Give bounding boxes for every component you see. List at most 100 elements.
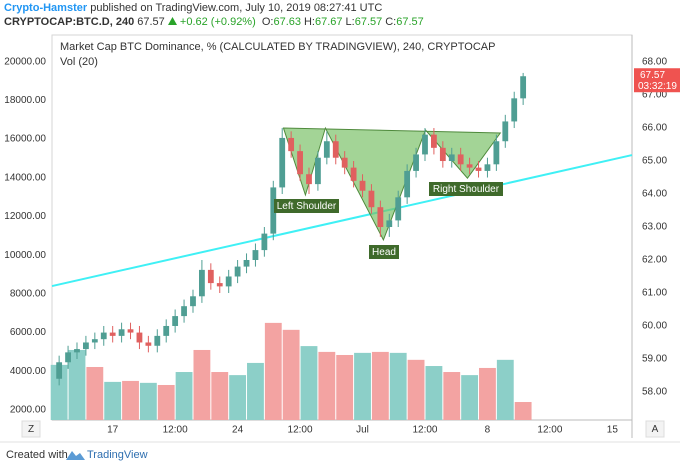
candle-body bbox=[422, 134, 428, 155]
candle-body bbox=[395, 197, 402, 221]
annotation: Head bbox=[372, 247, 396, 258]
x-tick-label: 12:00 bbox=[288, 425, 313, 436]
candle-body bbox=[466, 164, 473, 168]
volume-bar bbox=[264, 322, 282, 420]
y-tick-label: 10000.00 bbox=[4, 250, 46, 261]
y2-tick-label: 68.00 bbox=[642, 57, 667, 68]
volume-bar bbox=[496, 359, 514, 420]
candle-body bbox=[261, 233, 268, 251]
y2-tick-label: 62.00 bbox=[642, 255, 667, 266]
ohlc-value: 67.67 bbox=[314, 16, 343, 28]
candle-body bbox=[199, 269, 205, 297]
candle-body bbox=[332, 141, 339, 158]
header-line: Crypto-Hamster published on TradingView.… bbox=[4, 2, 382, 14]
y2-tick-label: 58.00 bbox=[642, 387, 667, 398]
candle-body bbox=[475, 167, 482, 171]
y-tick-label: 20000.00 bbox=[4, 56, 46, 67]
candle-body bbox=[190, 296, 196, 307]
candle-body bbox=[431, 134, 437, 148]
volume-bar bbox=[371, 351, 389, 420]
volume-bar bbox=[336, 354, 354, 420]
axis-button-label[interactable]: Z bbox=[28, 424, 34, 435]
tv-logo bbox=[66, 451, 85, 460]
volume-bar bbox=[247, 362, 264, 420]
candle-body bbox=[207, 269, 214, 284]
candle-body bbox=[439, 147, 446, 162]
price-tag-box bbox=[634, 68, 680, 93]
candle-body bbox=[502, 121, 509, 142]
x-tick-label: 12:00 bbox=[412, 425, 437, 436]
y-tick-label: 18000.00 bbox=[4, 95, 46, 106]
ohlc-label: C: bbox=[385, 16, 397, 28]
volume-bar bbox=[425, 366, 443, 420]
volume-bar bbox=[211, 372, 229, 420]
volume-bar bbox=[139, 382, 157, 420]
symbol-line: CRYPTOCAP:BTC.D, 240 67.57 +0.62 (+0.92%… bbox=[4, 16, 424, 28]
y-tick-label: 8000.00 bbox=[10, 288, 47, 299]
last: 67.57 bbox=[137, 16, 165, 28]
candle-body bbox=[74, 349, 80, 353]
candle-body bbox=[279, 137, 286, 188]
volume-bar bbox=[514, 402, 532, 420]
footer-text: Created with bbox=[6, 449, 68, 461]
y2-tick-label: 59.00 bbox=[642, 354, 667, 365]
candle-body bbox=[225, 276, 232, 287]
published: published on TradingView.com, July 10, 2… bbox=[90, 2, 383, 14]
change: +0.62 (+0.92%) bbox=[179, 16, 256, 28]
candle-body bbox=[252, 250, 259, 260]
candle-body bbox=[457, 154, 464, 165]
y2-tick-label: 63.00 bbox=[642, 222, 667, 233]
candle-body bbox=[297, 151, 303, 175]
candle-body bbox=[270, 187, 277, 234]
footer-brand[interactable]: TradingView bbox=[87, 449, 148, 461]
volume-bar bbox=[122, 380, 139, 420]
ohlc-label: H: bbox=[303, 16, 315, 28]
y-tick-label: 16000.00 bbox=[4, 134, 46, 145]
candle-body bbox=[413, 154, 419, 171]
candle-body bbox=[377, 207, 384, 228]
candle-body bbox=[172, 316, 179, 326]
candle-body bbox=[359, 180, 366, 191]
candle-body bbox=[493, 141, 500, 165]
x-tick-label: 15 bbox=[607, 425, 619, 436]
volume-bar bbox=[461, 375, 479, 420]
volume-bar bbox=[443, 372, 461, 420]
price-tag: 67.57 bbox=[640, 70, 665, 81]
up-arrow bbox=[167, 17, 177, 25]
volume-bar bbox=[354, 352, 371, 420]
y2-tick-label: 67.00 bbox=[642, 90, 667, 101]
y2-tick-label: 60.00 bbox=[642, 321, 667, 332]
candle-body bbox=[243, 259, 250, 267]
y2-tick-label: 61.00 bbox=[642, 288, 667, 299]
candle-body bbox=[181, 306, 187, 317]
axis-button[interactable] bbox=[645, 420, 665, 438]
candle-body bbox=[448, 154, 455, 162]
volume-bar bbox=[282, 329, 300, 420]
volume-bar bbox=[229, 375, 247, 420]
candle-body bbox=[163, 325, 170, 336]
candle-body bbox=[404, 170, 411, 198]
annotation-box bbox=[429, 182, 503, 196]
candle-body bbox=[484, 164, 491, 171]
annotation-box bbox=[369, 245, 399, 259]
x-tick-label: 12:00 bbox=[163, 425, 188, 436]
candle-body bbox=[65, 352, 71, 363]
symbol: CRYPTOCAP:BTC.D, 240 bbox=[4, 16, 135, 28]
trend-line bbox=[51, 154, 633, 288]
volume-bar bbox=[193, 349, 211, 420]
countdown: 03:32:19 bbox=[638, 81, 677, 92]
y2-tick-label: 66.00 bbox=[642, 123, 667, 134]
candle-body bbox=[288, 137, 295, 152]
x-tick-label: 24 bbox=[232, 425, 244, 436]
ohlc-value: 67.57 bbox=[396, 16, 424, 28]
candle-body bbox=[91, 339, 98, 343]
annotation: Left Shoulder bbox=[277, 201, 337, 212]
x-tick-label: 17 bbox=[107, 425, 119, 436]
candle-body bbox=[136, 332, 143, 343]
axis-button-label[interactable]: A bbox=[652, 424, 659, 435]
ohlc-value: 67.63 bbox=[273, 16, 301, 28]
candle-body bbox=[323, 141, 330, 158]
x-tick-label: 12:00 bbox=[537, 425, 562, 436]
axis-button[interactable] bbox=[21, 420, 41, 438]
